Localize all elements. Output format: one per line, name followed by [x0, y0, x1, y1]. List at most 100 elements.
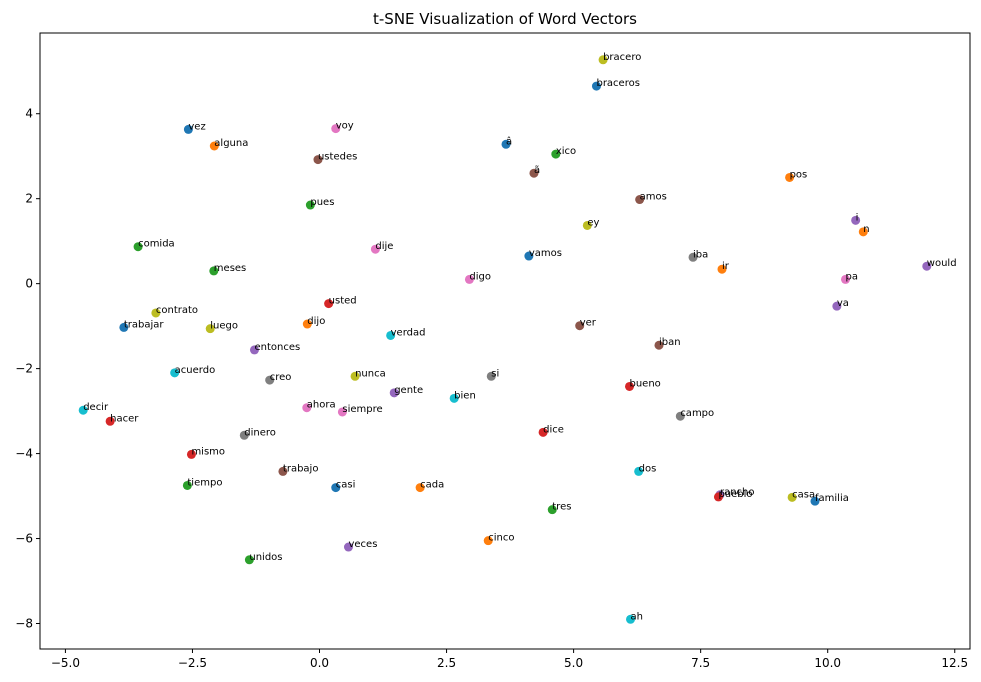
point-label: bueno [630, 378, 661, 389]
point-label: campo [680, 408, 714, 419]
scatter-point [529, 168, 539, 178]
point-label: pueblo [718, 489, 752, 500]
scatter-point [785, 172, 795, 182]
point-label: amos [640, 192, 667, 203]
y-tick-label: 2 [25, 192, 33, 206]
x-axis: −5.0 −2.5 0.0 2.5 5.0 7.5 10.0 12.5 [51, 649, 968, 670]
point-label: iba [693, 249, 708, 260]
scatter-point [547, 505, 557, 515]
scatter-point [331, 483, 341, 493]
point-label: dije [375, 241, 393, 252]
point-label: pos [790, 169, 808, 180]
point-label: braceros [596, 78, 639, 89]
point-label: entonces [254, 342, 300, 353]
point-label: ã [534, 165, 540, 176]
scatter-point [501, 139, 511, 149]
point-label: casi [336, 480, 356, 491]
scatter-point [524, 251, 534, 261]
point-label: pues [310, 197, 334, 208]
point-label: decir [83, 402, 109, 413]
scatter-point [186, 449, 196, 459]
scatter-point [182, 480, 192, 490]
point-label: iban [659, 337, 681, 348]
point-label: cada [420, 480, 444, 491]
point-label: digo [469, 271, 491, 282]
point-label: cinco [488, 533, 514, 544]
scatter-point [634, 466, 644, 476]
point-label: dijo [307, 316, 325, 327]
point-label: unidos [249, 552, 282, 563]
scatter-point [688, 252, 698, 262]
scatter-points [78, 55, 932, 624]
point-label: ir [722, 261, 730, 272]
scatter-point [464, 274, 474, 284]
point-label: pa [845, 271, 857, 282]
point-label: meses [214, 263, 246, 274]
point-label: voy [336, 121, 354, 132]
x-tick-label: 12.5 [941, 656, 968, 670]
point-label: n [863, 224, 869, 235]
point-label: creo [270, 372, 292, 383]
point-labels: bracero braceros vez voy alguna â xico ustedes ã… [83, 52, 956, 622]
scatter-point [486, 371, 496, 381]
scatter-point [350, 371, 360, 381]
scatter-point [209, 141, 219, 151]
scatter-point [551, 149, 561, 159]
scatter-point [244, 555, 254, 565]
x-tick-label: −2.5 [178, 656, 207, 670]
point-label: casa [792, 489, 815, 500]
scatter-point [119, 322, 129, 332]
scatter-point [575, 321, 585, 331]
scatter-point [370, 244, 380, 254]
point-label: usted [329, 296, 357, 307]
scatter-point [713, 492, 723, 502]
point-label: va [837, 298, 849, 309]
scatter-point [302, 319, 312, 329]
scatter-point [265, 375, 275, 385]
scatter-point [205, 324, 215, 334]
point-label: alguna [214, 138, 248, 149]
scatter-point [343, 542, 353, 552]
point-label: contrato [156, 305, 198, 316]
scatter-point [635, 195, 645, 205]
y-tick-label: −2 [15, 362, 33, 376]
point-label: dos [639, 463, 657, 474]
point-label: hacer [110, 413, 139, 424]
point-label: dinero [244, 427, 276, 438]
point-label: rancho [720, 487, 755, 498]
scatter-point [625, 381, 635, 391]
scatter-point [591, 81, 601, 91]
x-tick-label: 7.5 [691, 656, 710, 670]
point-label: â [506, 135, 512, 147]
point-label: siempre [342, 404, 382, 415]
scatter-point [598, 55, 608, 65]
point-label: acuerdo [175, 365, 216, 376]
point-label: ey [587, 217, 599, 228]
scatter-point [538, 427, 548, 437]
point-label: verdad [391, 327, 426, 338]
y-axis: −8 −6 −4 −2 0 2 4 [15, 107, 40, 631]
point-label: ustedes [318, 152, 357, 163]
y-tick-label: −4 [15, 447, 33, 461]
scatter-point [324, 299, 334, 309]
point-label: trabajar [124, 319, 165, 330]
scatter-point [170, 368, 180, 378]
point-label: trabajo [283, 463, 319, 474]
scatter-point [183, 124, 193, 134]
point-label: veces [348, 539, 377, 550]
point-label: luego [210, 321, 238, 332]
y-tick-label: −6 [15, 532, 33, 546]
x-tick-label: 10.0 [814, 656, 841, 670]
x-tick-label: 5.0 [564, 656, 583, 670]
scatter-point [654, 340, 664, 350]
chart-title: t-SNE Visualization of Word Vectors [373, 10, 637, 28]
scatter-point [810, 496, 820, 506]
scatter-point [386, 330, 396, 340]
scatter-point [851, 215, 861, 225]
scatter-point [209, 266, 219, 276]
scatter-point [832, 301, 842, 311]
point-label: dice [543, 424, 564, 435]
scatter-point [305, 200, 315, 210]
scatter-point [313, 155, 323, 165]
